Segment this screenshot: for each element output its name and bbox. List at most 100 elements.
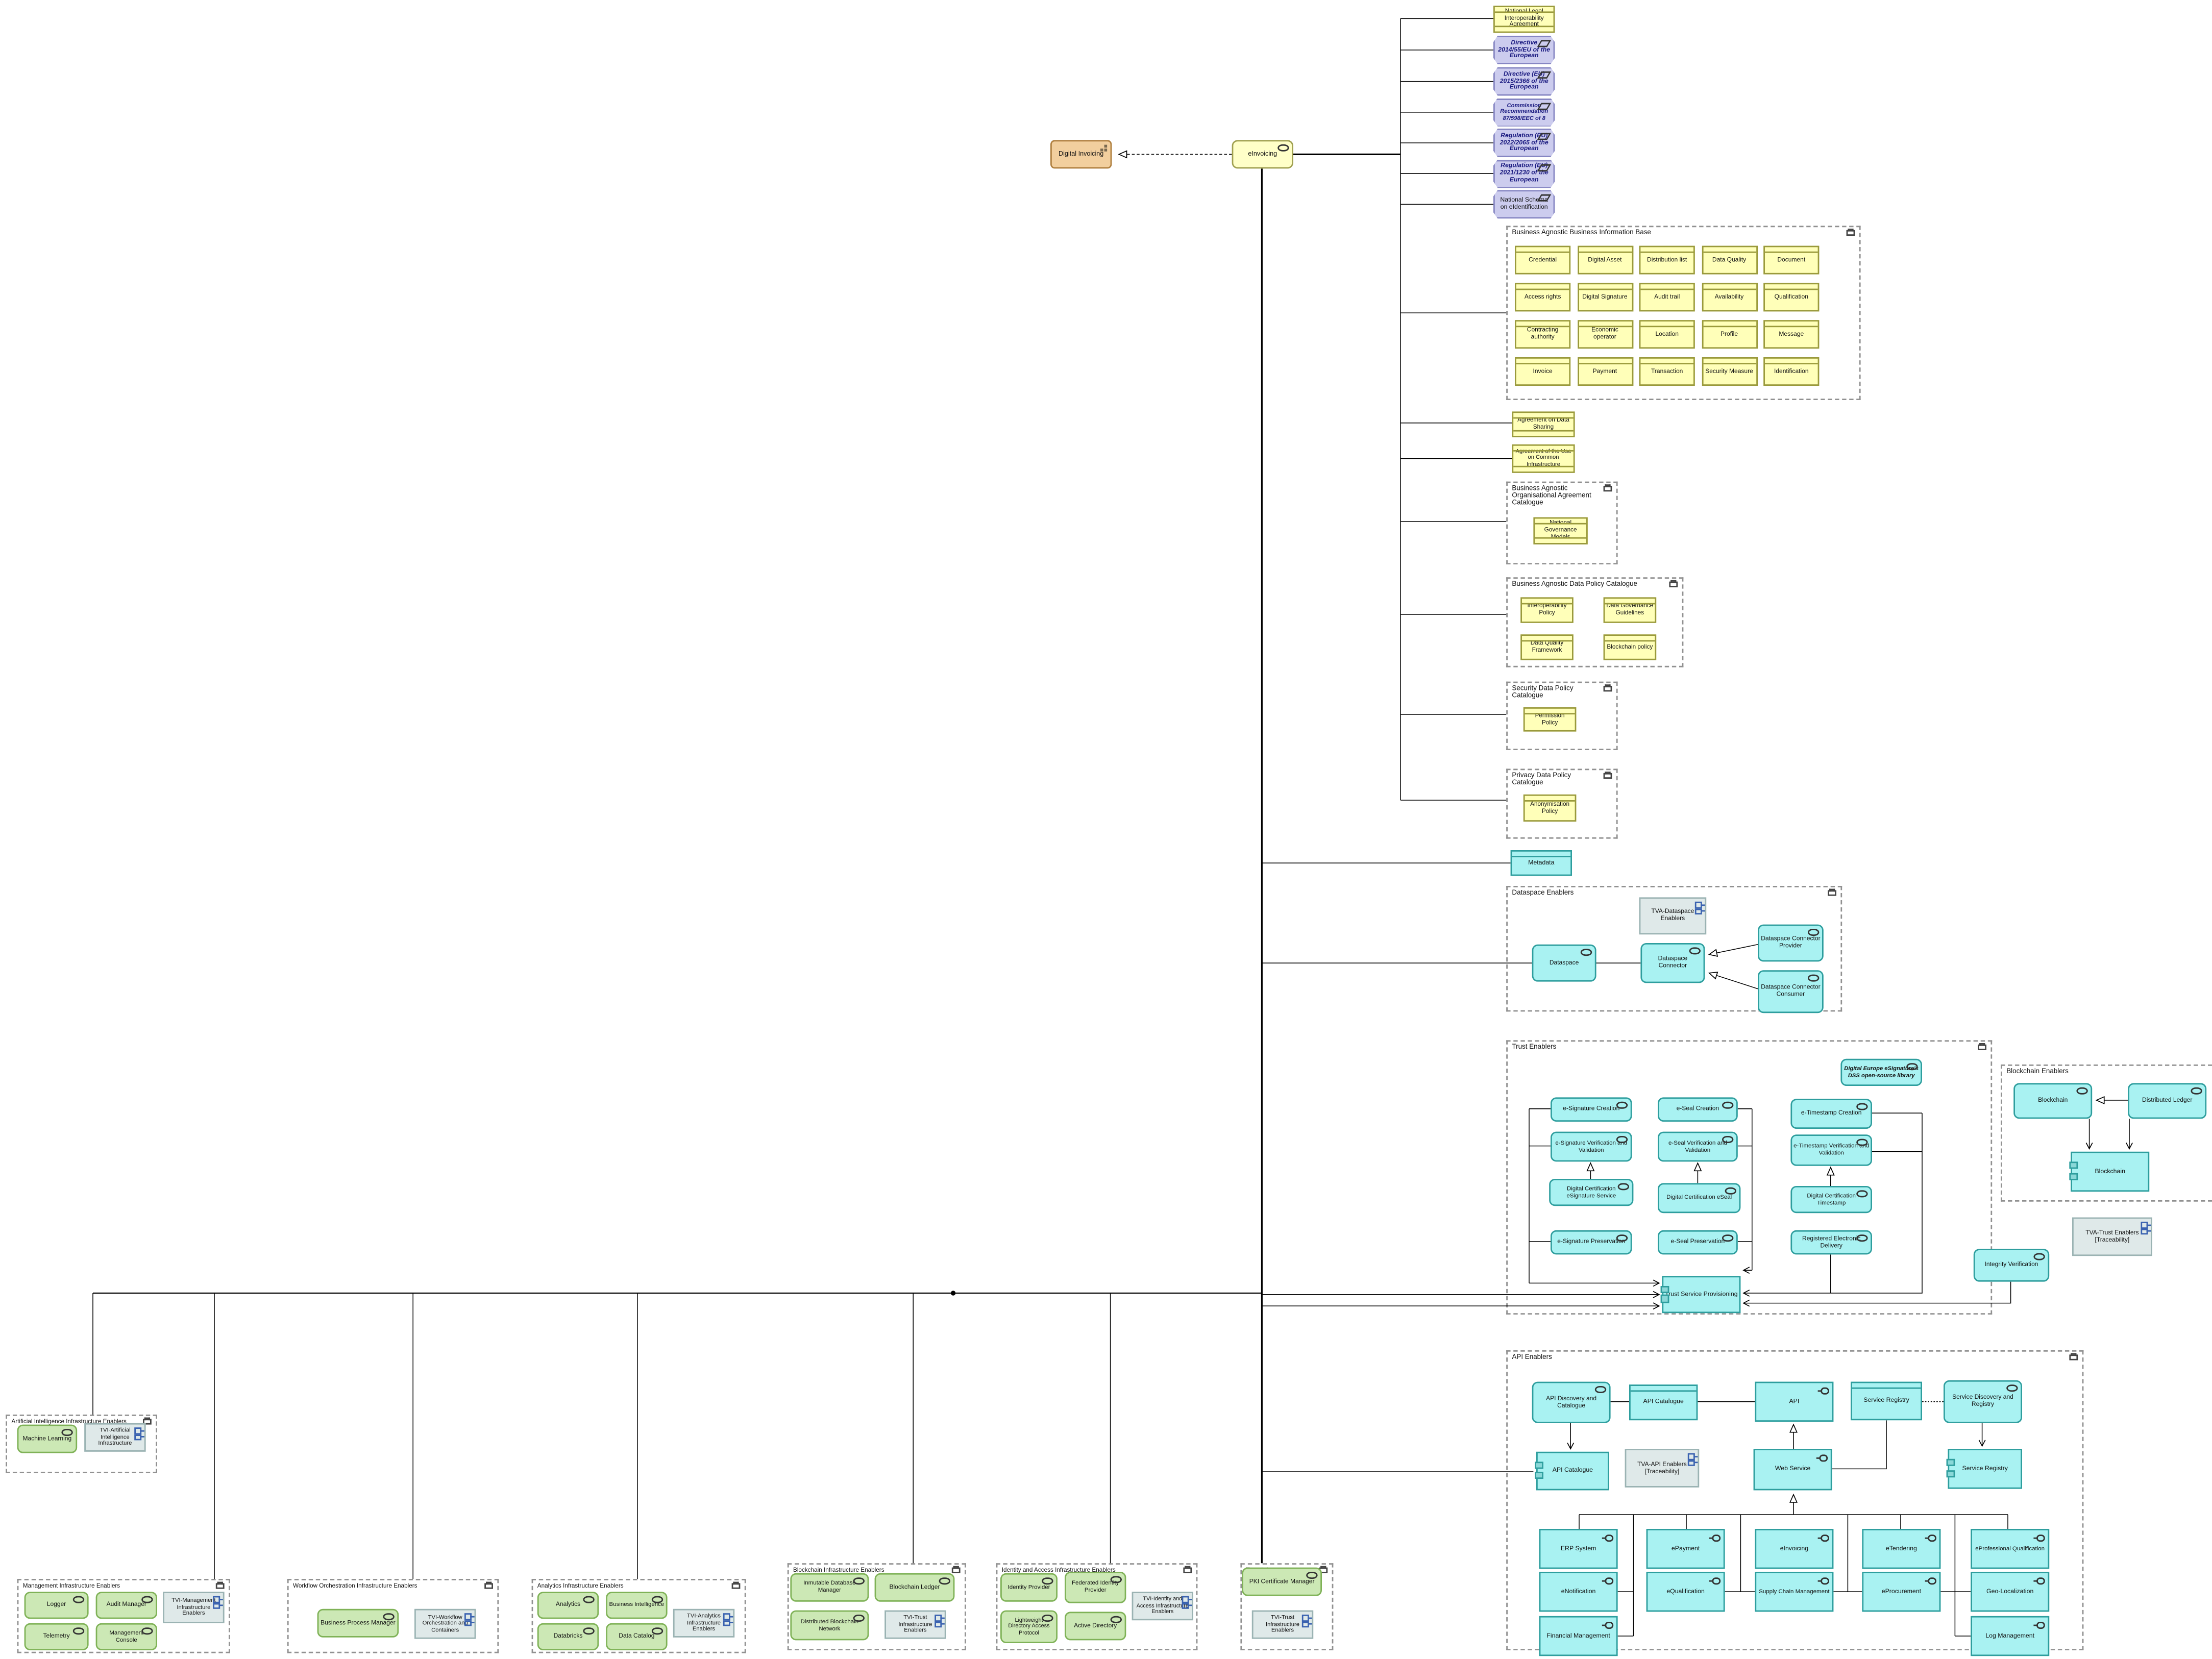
node-identity-provider[interactable]: Identity Provider xyxy=(1000,1573,1058,1602)
node-national-schema-eidentification[interactable]: National Schema on eIdentification xyxy=(1493,190,1555,219)
node-location[interactable]: Location xyxy=(1639,320,1695,349)
node-metadata[interactable]: Metadata xyxy=(1510,850,1572,876)
node-api-interface[interactable]: API xyxy=(1755,1381,1834,1422)
node-e-seal-creation[interactable]: e-Seal Creation xyxy=(1658,1097,1738,1122)
node-tva-dataspace-enablers[interactable]: TVA-Dataspace Enablers xyxy=(1639,897,1707,935)
node-einvoicing[interactable]: eInvoicing xyxy=(1232,140,1293,169)
node-national-governance-models[interactable]: National Governance Models xyxy=(1533,517,1588,544)
group-data-policy-catalogue[interactable]: Business Agnostic Data Policy Catalogue xyxy=(1506,577,1684,667)
node-e-signature-creation[interactable]: e-Signature Creation xyxy=(1551,1097,1632,1122)
group-privacy-data-policy-catalogue[interactable]: Privacy Data Policy Catalogue xyxy=(1506,769,1618,839)
node-dataspace-connector[interactable]: Dataspace Connector xyxy=(1640,943,1705,983)
node-service-registry-object[interactable]: Service Registry xyxy=(1851,1381,1922,1421)
node-agreement-on-data-sharing[interactable]: Agreement on Data Sharing xyxy=(1512,411,1575,437)
node-directive-2015-2366-eu[interactable]: Directive (EU) 2015/2366 of the European xyxy=(1493,67,1555,96)
node-api-catalogue-component[interactable]: API Catalogue xyxy=(1534,1451,1609,1491)
node-logger[interactable]: Logger xyxy=(24,1592,89,1619)
node-management-console[interactable]: Management Console xyxy=(95,1623,157,1650)
node-api-discovery-and-catalogue[interactable]: API Discovery and Catalogue xyxy=(1532,1381,1611,1423)
node-epayment[interactable]: ePayment xyxy=(1646,1529,1725,1569)
node-permission-policy[interactable]: Permission Policy xyxy=(1523,707,1577,732)
node-tvi-artificial-intelligence-infrastructure[interactable]: TVI-Artificial Intelligence Infrastructu… xyxy=(84,1423,146,1452)
group-blockchain-enablers[interactable]: Blockchain Enablers xyxy=(2001,1064,2212,1202)
node-einvoicing-interface[interactable]: eInvoicing xyxy=(1755,1529,1834,1569)
node-blockchain-policy[interactable]: Blockchain policy xyxy=(1603,634,1657,660)
node-regulation-2022-2065[interactable]: Regulation (EU) 2022/2065 of the Europea… xyxy=(1493,129,1555,157)
group-organisational-agreement-catalogue[interactable]: Business Agnostic Organisational Agreeme… xyxy=(1506,481,1618,564)
node-data-catalog[interactable]: Data Catalog xyxy=(606,1623,668,1650)
node-financial-management[interactable]: Financial Management xyxy=(1539,1616,1618,1656)
group-management-infrastructure-enablers[interactable]: Management Infrastructure Enablers xyxy=(17,1579,230,1653)
node-active-directory[interactable]: Active Directory xyxy=(1065,1612,1126,1641)
node-databricks[interactable]: Databricks xyxy=(537,1623,599,1650)
node-federated-identity-provider[interactable]: Federated Identity Provider xyxy=(1065,1572,1126,1603)
node-pki-certificate-manager[interactable]: PKI Certificate Manager xyxy=(1242,1567,1322,1596)
node-invoice[interactable]: Invoice xyxy=(1515,357,1571,386)
group-analytics-infrastructure-enablers[interactable]: Analytics Infrastructure Enablers xyxy=(531,1579,746,1653)
group-business-information-base[interactable]: Business Agnostic Business Information B… xyxy=(1506,226,1861,400)
node-dataspace[interactable]: Dataspace xyxy=(1532,944,1596,982)
group-workflow-infrastructure-enablers[interactable]: Workflow Orchestration Infrastructure En… xyxy=(287,1579,499,1653)
node-tvi-workflow-orchestration-and-containers[interactable]: TVI-Workflow Orchestration and Container… xyxy=(414,1608,476,1639)
node-eprofessional-qualification[interactable]: eProfessional Qualification xyxy=(1971,1529,2050,1569)
node-enotification[interactable]: eNotification xyxy=(1539,1572,1618,1612)
node-tvi-trust-infrastructure-enablers-blockchain-group[interactable]: TVI-Trust Infrastructure Enablers xyxy=(884,1610,946,1639)
node-profile[interactable]: Profile xyxy=(1701,320,1757,349)
node-telemetry[interactable]: Telemetry xyxy=(24,1623,89,1650)
node-etendering[interactable]: eTendering xyxy=(1862,1529,1941,1569)
node-equalification[interactable]: eQualification xyxy=(1646,1572,1725,1612)
node-qualification[interactable]: Qualification xyxy=(1763,283,1820,312)
node-digital-certification-eseal[interactable]: Digital Certification eSeal xyxy=(1658,1183,1741,1214)
node-message[interactable]: Message xyxy=(1763,320,1820,349)
node-directive-2014-55-eu[interactable]: Directive 2014/55/EU of the European xyxy=(1493,36,1555,64)
node-business-process-manager[interactable]: Business Process Manager xyxy=(317,1608,399,1638)
node-service-registry-component[interactable]: Service Registry xyxy=(1946,1449,2022,1489)
node-tva-api-enablers-traceability[interactable]: TVA-API Enablers [Traceability] xyxy=(1625,1449,1700,1488)
node-tvi-management-infrastructure-enablers[interactable]: TVI-Management Infrastructure Enablers xyxy=(163,1592,225,1623)
node-integrity-verification[interactable]: Integrity Verification xyxy=(1973,1249,2050,1282)
node-regulation-2021-1230[interactable]: Regulation (EU) 2021/1230 of the Europea… xyxy=(1493,159,1555,188)
node-credential[interactable]: Credential xyxy=(1515,245,1571,275)
node-payment[interactable]: Payment xyxy=(1577,357,1633,386)
node-distribution-list[interactable]: Distribution list xyxy=(1639,245,1695,275)
node-digital-signature[interactable]: Digital Signature xyxy=(1577,283,1633,312)
node-inmutable-database-manager[interactable]: Inmutable Database Manager xyxy=(790,1573,869,1602)
node-dss-open-source-library[interactable]: Digital Europe eSignature's DSS open-sou… xyxy=(1840,1058,1922,1086)
node-ldap[interactable]: Lightweight Directory Access Protocol xyxy=(1000,1610,1058,1643)
node-web-service[interactable]: Web Service xyxy=(1753,1449,1832,1491)
node-tva-trust-enablers-traceability[interactable]: TVA-Trust Enablers [Traceability] xyxy=(2072,1217,2152,1256)
node-e-signature-verification-validation[interactable]: e-Signature Verification and Validation xyxy=(1551,1131,1632,1162)
node-national-legal-interoperability-agreement[interactable]: National Legal Interoperability Agreemen… xyxy=(1493,5,1555,33)
node-agreement-use-common-infrastructure[interactable]: Agreement of the Use on Common Infrastru… xyxy=(1512,443,1575,473)
node-dataspace-connector-provider[interactable]: Dataspace Connector Provider xyxy=(1758,924,1824,962)
node-digital-certification-timestamp[interactable]: Digital Certification Timestamp xyxy=(1790,1186,1872,1214)
group-dataspace-enablers[interactable]: Dataspace Enablers xyxy=(1506,886,1842,1012)
node-contracting-authority[interactable]: Contracting authority xyxy=(1515,320,1571,349)
group-blockchain-infrastructure-enablers[interactable]: Blockchain Infrastructure Enablers xyxy=(787,1563,966,1650)
node-economic-operator[interactable]: Economic operator xyxy=(1577,320,1633,349)
node-identification[interactable]: Identification xyxy=(1763,357,1820,386)
node-blockchain-service[interactable]: Blockchain xyxy=(2013,1083,2093,1119)
node-tvi-analytics-infrastructure-enablers[interactable]: TVI-Analytics Infrastructure Enablers xyxy=(673,1608,735,1638)
node-eprocurement[interactable]: eProcurement xyxy=(1862,1572,1941,1612)
group-identity-access-infrastructure-enablers[interactable]: Identity and Access Infrastructure Enabl… xyxy=(996,1563,1198,1650)
node-geo-localization[interactable]: Geo-Localization xyxy=(1971,1572,2050,1612)
node-erp-system[interactable]: ERP System xyxy=(1539,1529,1618,1569)
node-access-rights[interactable]: Access rights xyxy=(1515,283,1571,312)
group-ai-infrastructure-enablers[interactable]: Artificial Intelligence Infrastructure E… xyxy=(6,1415,157,1473)
node-analytics[interactable]: Analytics xyxy=(537,1592,599,1619)
node-e-seal-verification-validation[interactable]: e-Seal Verification and Validation xyxy=(1658,1131,1738,1162)
node-dataspace-connector-consumer[interactable]: Dataspace Connector Consumer xyxy=(1758,970,1824,1013)
node-commission-recommendation[interactable]: Commission Recommendation 87/598/EEC of … xyxy=(1493,97,1555,127)
node-tvi-trust-infrastructure-enablers[interactable]: TVI-Trust Infrastructure Enablers xyxy=(1251,1610,1314,1639)
node-data-quality[interactable]: Data Quality xyxy=(1701,245,1757,275)
node-service-discovery-and-registry[interactable]: Service Discovery and Registry xyxy=(1944,1380,2022,1423)
node-blockchain-ledger[interactable]: Blockchain Ledger xyxy=(874,1573,955,1602)
node-transaction[interactable]: Transaction xyxy=(1639,357,1695,386)
node-tvi-identity-and-access-infrastructure-enablers[interactable]: TVI-Identity and Access Infrastructure E… xyxy=(1132,1592,1193,1621)
node-e-timestamp-creation[interactable]: e-Timestamp Creation xyxy=(1790,1099,1872,1129)
node-registered-electronic-delivery[interactable]: Registered Electronic Delivery xyxy=(1790,1230,1872,1255)
node-e-timestamp-verification-validation[interactable]: e-Timestamp Verification and Validation xyxy=(1790,1134,1872,1166)
node-business-intelligence[interactable]: Business Intelligence xyxy=(606,1592,668,1619)
node-machine-learning[interactable]: Machine Learning xyxy=(17,1424,78,1453)
